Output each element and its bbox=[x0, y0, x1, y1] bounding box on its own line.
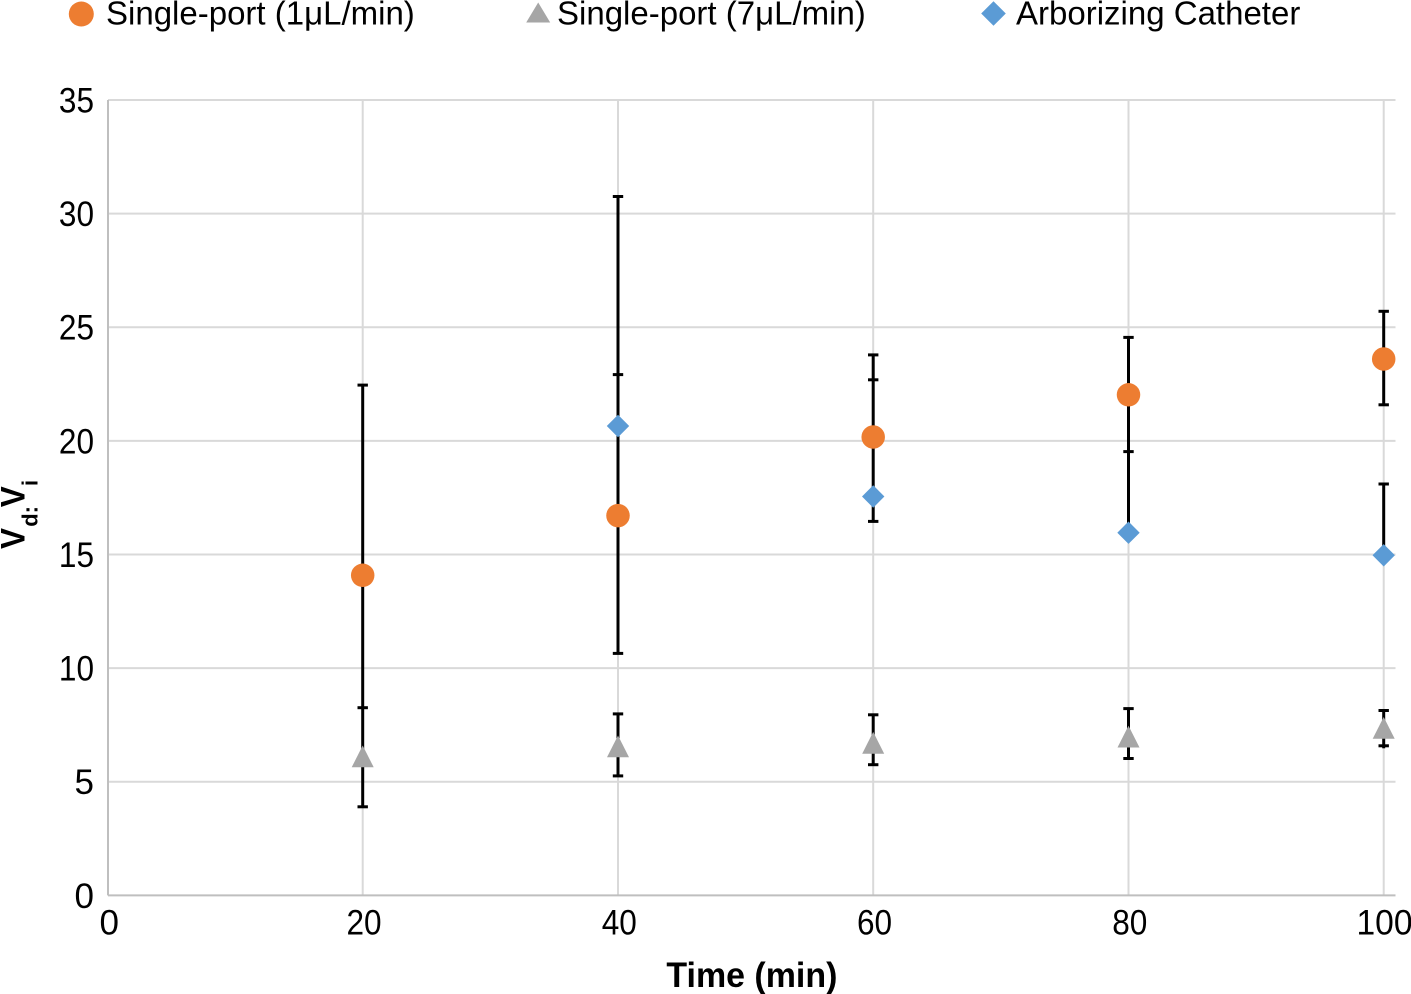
svg-text:30: 30 bbox=[59, 195, 94, 234]
svg-text:15: 15 bbox=[59, 536, 94, 575]
svg-text:d:: d: bbox=[18, 506, 43, 527]
svg-text:10: 10 bbox=[59, 650, 94, 689]
svg-text:0: 0 bbox=[99, 904, 118, 943]
svg-text:i: i bbox=[18, 480, 43, 486]
svg-text:20: 20 bbox=[346, 904, 381, 943]
svg-text:Single-port (7μL/min): Single-port (7μL/min) bbox=[557, 0, 866, 32]
svg-text:0: 0 bbox=[75, 877, 94, 916]
svg-text:20: 20 bbox=[59, 422, 94, 461]
svg-text:35: 35 bbox=[59, 81, 94, 120]
svg-text:Arborizing Catheter: Arborizing Catheter bbox=[1016, 0, 1300, 32]
svg-text:60: 60 bbox=[857, 904, 892, 943]
svg-text:V: V bbox=[0, 528, 33, 549]
svg-text:80: 80 bbox=[1112, 904, 1147, 943]
svg-text:5: 5 bbox=[75, 763, 94, 802]
svg-text:25: 25 bbox=[59, 309, 94, 348]
svg-text:100: 100 bbox=[1357, 904, 1411, 943]
svg-text:Single-port (1μL/min): Single-port (1μL/min) bbox=[106, 0, 415, 32]
svg-text:Time (min): Time (min) bbox=[666, 956, 837, 994]
svg-text:40: 40 bbox=[602, 904, 637, 943]
svg-text:V: V bbox=[0, 486, 33, 507]
